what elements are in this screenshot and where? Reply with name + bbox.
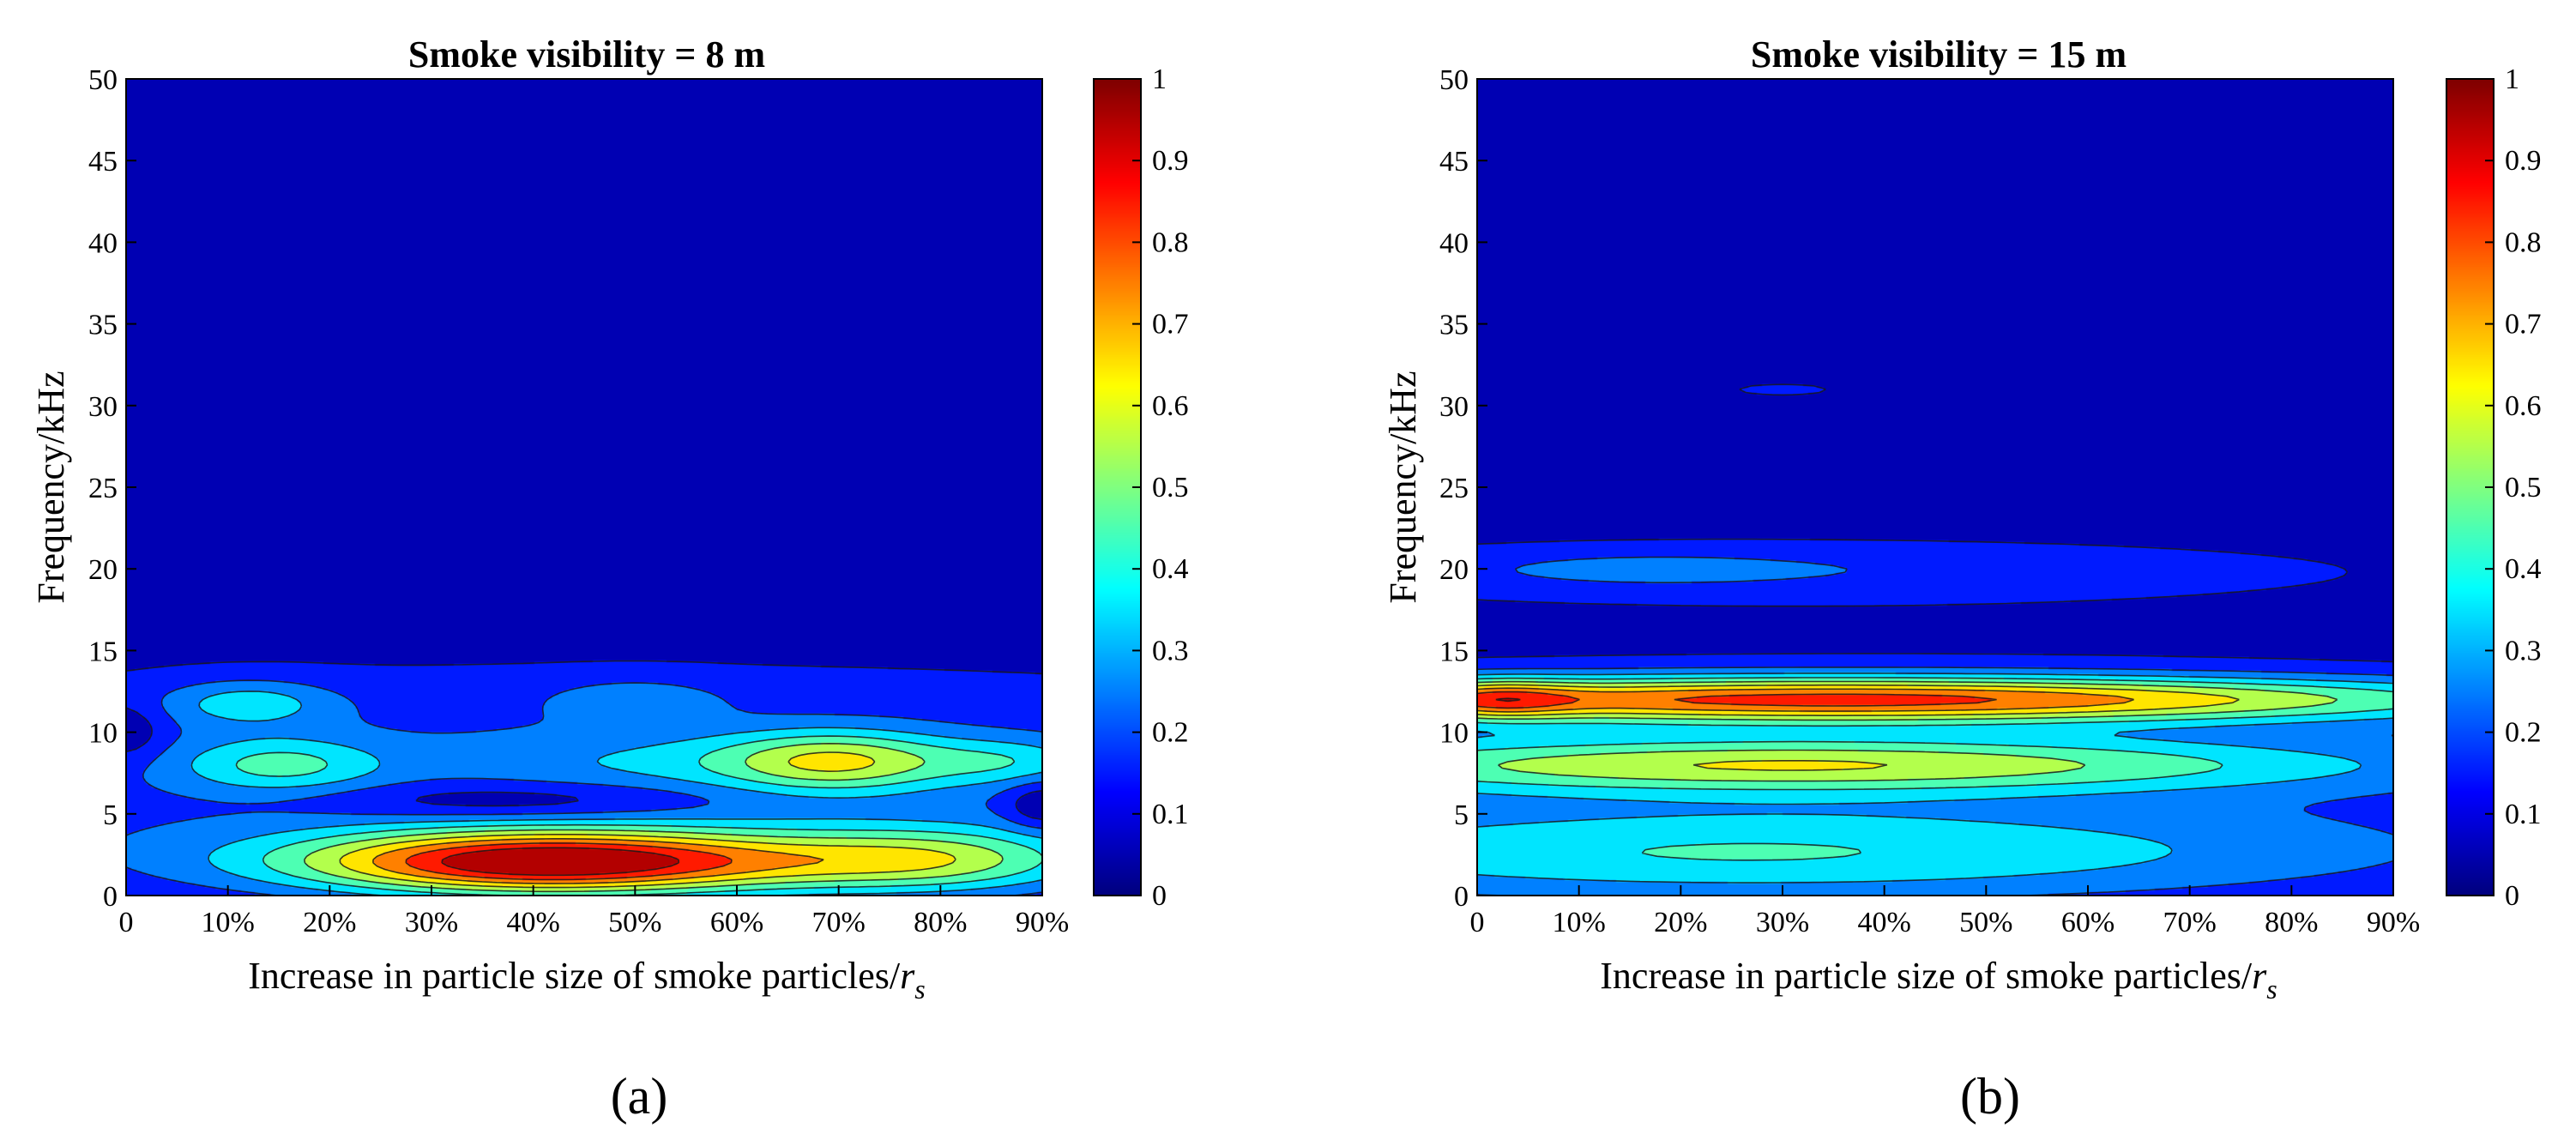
x-tick-label: 10% [202,907,255,938]
x-tick-label: 70% [2163,907,2217,938]
x-axis-label-text: Increase in particle size of smoke parti… [1600,955,2253,997]
colorbar-tick-label: 0.3 [2505,635,2542,666]
y-tick-label: 5 [1454,799,1469,831]
x-axis-label-subscript: s [914,974,925,1004]
y-tick-label: 25 [88,473,118,504]
y-tick-label: 25 [1439,473,1469,504]
x-tick-label: 10% [1553,907,1606,938]
y-tick-label: 45 [88,146,118,178]
colorbar-ticks: 0 0.1 0.2 0.3 0.4 0.5 0.6 0.7 0.8 0.9 1 [2485,63,2542,912]
panel-label: (b) [1960,1068,2020,1125]
colorbar-tick-label: 0.2 [1152,717,1189,749]
colorbar-tick-label: 0.1 [2505,799,2542,830]
x-axis-label: Increase in particle size of smoke parti… [1600,955,2277,1004]
chart-panel-b: Smoke visibility = 15 m 0 10% 20% 30% 40% 50%… [1382,33,2542,1125]
x-axis-label-symbol: r [900,955,915,997]
x-axis-label-symbol: r [2252,955,2267,997]
x-tick-label: 50% [608,907,661,938]
colorbar-tick-label: 1 [2505,63,2519,95]
y-tick-label: 35 [88,310,118,341]
y-tick-label: 0 [1454,881,1469,913]
y-tick-label: 10 [1439,718,1469,750]
y-tick-label: 50 [1439,64,1469,96]
x-tick-label: 0 [119,907,134,938]
colorbar-tick-label: 0.4 [1152,553,1189,585]
colorbar-tick-label: 1 [1152,63,1167,95]
colorbar-tick-label: 0.5 [2505,472,2542,504]
colorbar-tick-label: 0.8 [1152,226,1189,258]
x-tick-label: 60% [710,907,763,938]
x-tick-label: 20% [303,907,356,938]
colorbar-tick-label: 0.5 [1152,472,1189,504]
panel-label: (a) [611,1068,668,1125]
y-axis-label: Frequency/kHz [1382,371,1424,603]
x-tick-label: 20% [1654,907,1707,938]
y-axis: 0 5 10 15 20 25 30 35 40 45 50 [88,64,136,913]
y-tick-label: 40 [88,227,118,259]
x-tick-label: 90% [2367,907,2420,938]
colorbar-tick-label: 0.9 [1152,145,1189,177]
colorbar-tick-label: 0 [1152,880,1167,912]
x-tick-label: 30% [405,907,458,938]
x-tick-label: 80% [914,907,967,938]
chart-title: Smoke visibility = 8 m [408,33,765,75]
contour-field [1477,79,2393,896]
x-tick-label: 70% [812,907,866,938]
x-tick-label: 0 [1470,907,1485,938]
y-tick-label: 50 [88,64,118,96]
x-axis: 0 10% 20% 30% 40% 50% 60% 70% 80% 90% [1470,885,2420,938]
contour-line [1476,383,2394,896]
y-tick-label: 30 [1439,391,1469,423]
colorbar-tick-label: 0 [2505,880,2519,912]
colorbar-tick-label: 0.1 [1152,799,1189,830]
y-tick-label: 45 [1439,146,1469,178]
colorbar-tick-label: 0.7 [1152,309,1189,341]
colorbar-tick-label: 0.8 [2505,226,2542,258]
contour-lines [125,660,1043,896]
x-tick-label: 40% [1858,907,1911,938]
y-tick-label: 5 [103,799,118,831]
y-tick-label: 30 [88,391,118,423]
colorbar-tick-label: 0.4 [2505,553,2542,585]
y-axis: 0 5 10 15 20 25 30 35 40 45 50 [1439,64,1487,913]
y-tick-label: 40 [1439,227,1469,259]
y-axis-label: Frequency/kHz [30,371,72,603]
colorbar-tick-label: 0.9 [2505,145,2542,177]
x-tick-label: 30% [1756,907,1809,938]
x-axis: 0 10% 20% 30% 40% 50% 60% 70% 80% 90% [119,885,1069,938]
y-tick-label: 0 [103,881,118,913]
y-tick-label: 20 [88,554,118,586]
x-axis-label-subscript: s [2266,974,2277,1004]
y-tick-label: 15 [1439,636,1469,667]
x-axis-label: Increase in particle size of smoke parti… [248,955,925,1004]
contour-line [125,660,1043,896]
contour-lines [1476,383,2394,896]
x-tick-label: 80% [2265,907,2318,938]
colorbar-tick-label: 0.6 [2505,390,2542,422]
x-tick-label: 60% [2061,907,2114,938]
x-tick-label: 40% [507,907,560,938]
x-tick-label: 90% [1016,907,1069,938]
y-tick-label: 15 [88,636,118,667]
y-tick-label: 10 [88,718,118,750]
y-tick-label: 35 [1439,310,1469,341]
contour-field [126,79,1042,896]
chart-title: Smoke visibility = 15 m [1751,33,2127,75]
colorbar-tick-label: 0.7 [2505,309,2542,341]
y-tick-label: 20 [1439,554,1469,586]
chart-panel-a: Smoke visibility = 8 m 0 10% 20% 30% 40% 50% 6… [30,33,1189,1125]
colorbar-tick-label: 0.3 [1152,635,1189,666]
x-axis-label-text: Increase in particle size of smoke parti… [248,955,901,997]
colorbar-tick-label: 0.2 [2505,717,2542,749]
colorbar-tick-label: 0.6 [1152,390,1189,422]
x-tick-label: 50% [1959,907,2012,938]
colorbar-ticks: 0 0.1 0.2 0.3 0.4 0.5 0.6 0.7 0.8 0.9 1 [1132,63,1189,912]
